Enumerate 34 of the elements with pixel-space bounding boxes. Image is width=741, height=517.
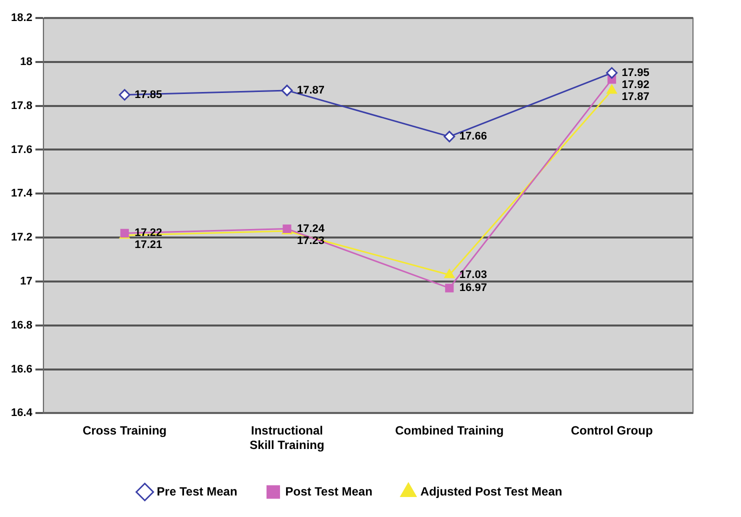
data-label: 17.24 [297,222,326,235]
y-tick-label: 16.4 [10,407,34,420]
x-tick-label: Cross Training [82,424,167,438]
data-label: 17.87 [622,90,650,103]
legend-label: Pre Test Mean [156,484,238,498]
y-tick-label: 17.8 [10,100,32,112]
data-label: 17.95 [622,66,650,79]
x-tick-label: Control Group [570,424,653,438]
y-tick-label: 17 [20,276,32,288]
point [606,67,618,79]
y-tick-label: 17.2 [10,232,32,244]
data-label: 17.87 [297,84,325,96]
y-tick-label: 18.2 [10,12,32,24]
point [606,84,617,94]
point [445,284,454,292]
point [281,84,293,96]
point [444,269,454,278]
point [444,130,456,142]
data-label: 17.92 [622,78,650,91]
x-tick-label: Combined Training [395,424,504,438]
y-tick-label: 17.6 [10,144,32,156]
point [118,89,130,101]
legend-label: Post Test Mean [285,484,372,498]
data-label: 17.23 [297,234,325,247]
y-tick-label: 18 [20,56,32,68]
x-tick-label: Instructional Skill Training [250,424,324,452]
y-tick-label: 16.8 [10,319,32,332]
data-label: 17.66 [459,130,487,143]
data-label: 17.21 [134,239,162,252]
y-tick-label: 17.4 [10,188,34,200]
legend-label: Adjusted Post Test Mean [420,484,562,498]
y-tick-label: 16.6 [10,363,32,376]
data-label: 16.97 [459,282,487,294]
data-label: 17.03 [459,268,487,281]
